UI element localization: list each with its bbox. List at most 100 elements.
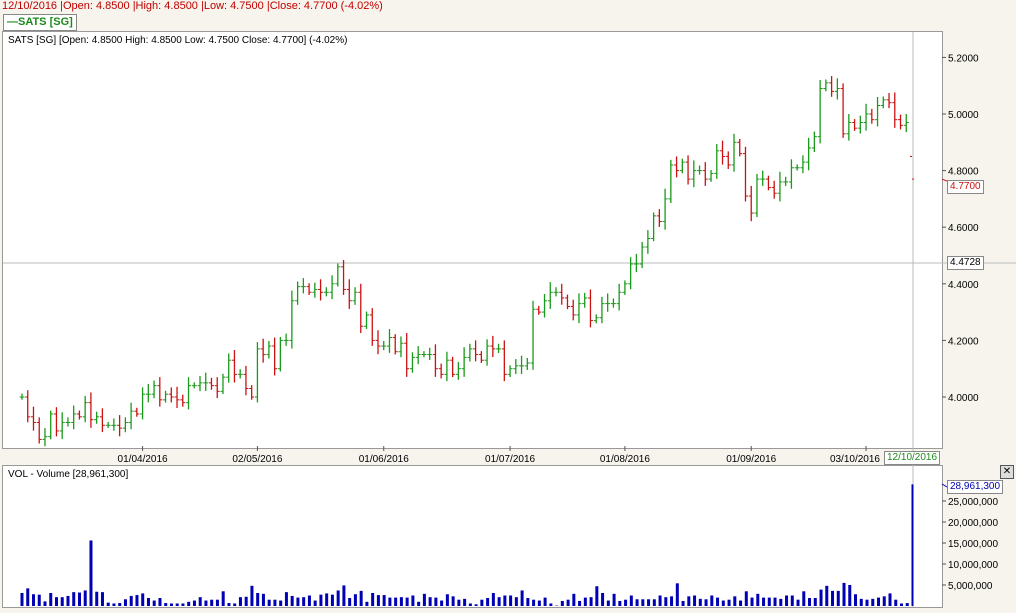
price-bar: [151, 380, 157, 399]
price-bar: [788, 159, 794, 189]
volume-bar: [129, 595, 133, 606]
price-bar: [341, 260, 347, 295]
price-bar: [254, 342, 260, 403]
volume-bar: [72, 592, 76, 606]
price-bar: [898, 114, 904, 130]
volume-bar: [417, 601, 421, 606]
price-bar: [450, 356, 456, 378]
price-bar: [513, 359, 519, 375]
price-bar: [76, 410, 82, 420]
volume-bar: [313, 600, 317, 606]
price-bar: [88, 392, 94, 428]
date-axis-label: 01/08/2016: [600, 454, 650, 465]
close-panel-button[interactable]: ✕: [1000, 465, 1014, 479]
volume-bar: [123, 599, 127, 606]
volume-bar: [664, 597, 668, 606]
price-bar: [840, 83, 846, 138]
volume-bar: [808, 598, 812, 606]
price-bar: [823, 79, 829, 92]
price-bar: [36, 417, 42, 444]
volume-bar: [831, 590, 835, 606]
volume-bar: [152, 600, 156, 606]
volume-bar: [394, 597, 398, 606]
price-bar: [846, 114, 852, 141]
price-bar: [404, 333, 410, 377]
price-bar: [691, 160, 697, 188]
volume-bar: [572, 593, 576, 606]
price-bar: [903, 114, 909, 133]
price-bar: [65, 417, 71, 427]
price-bar: [260, 338, 266, 363]
volume-bar: [135, 595, 139, 606]
price-bar: [444, 351, 450, 382]
volume-bar: [31, 594, 35, 606]
price-chart-panel[interactable]: SATS [SG] [Open: 4.8500 High: 4.8500 Low…: [2, 31, 943, 449]
price-bar: [398, 336, 404, 358]
price-bar: [863, 103, 869, 131]
volume-axis-label: 10,000,000: [948, 560, 998, 571]
price-bar: [628, 257, 634, 290]
price-bar: [875, 97, 881, 127]
price-bar: [289, 290, 295, 349]
price-bar: [237, 369, 243, 379]
price-bar: [134, 407, 140, 417]
volume-bar: [187, 601, 191, 606]
price-bar: [346, 279, 352, 309]
price-bar: [834, 78, 840, 100]
price-bar: [243, 365, 249, 396]
volume-bar: [744, 591, 748, 606]
date-axis-label: 03/10/2016: [830, 454, 880, 465]
price-bar: [742, 146, 748, 202]
volume-bar: [49, 592, 53, 606]
series-legend[interactable]: —SATS [SG]: [3, 14, 77, 31]
price-bar: [806, 137, 812, 171]
price-axis-label: 4.6000: [948, 223, 979, 234]
price-bar: [754, 173, 760, 218]
price-bar: [323, 287, 329, 297]
price-bar: [421, 351, 427, 358]
volume-bar: [463, 598, 467, 606]
price-bar: [145, 383, 151, 403]
volume-chart-panel[interactable]: VOL - Volume [28,961,300]: [2, 465, 943, 608]
volume-bar: [376, 595, 380, 606]
volume-bar: [652, 599, 656, 606]
price-bar: [111, 418, 117, 431]
volume-bar: [848, 585, 852, 606]
volume-bar: [457, 599, 461, 606]
price-bar: [174, 386, 180, 408]
price-bar: [392, 334, 398, 355]
price-bar: [208, 377, 214, 390]
price-bar: [760, 170, 766, 186]
volume-bar: [710, 595, 714, 606]
volume-bar: [566, 599, 570, 606]
volume-bar: [578, 600, 582, 606]
volume-bar: [445, 594, 449, 606]
price-bar: [59, 412, 65, 440]
date-axis-label: 01/09/2016: [726, 454, 776, 465]
price-bar: [685, 155, 691, 185]
price-bar: [53, 407, 59, 437]
volume-bar: [411, 595, 415, 606]
crosshair-date-label: 12/10/2016: [884, 451, 941, 465]
volume-bar: [595, 586, 599, 606]
price-bar: [576, 293, 582, 324]
price-bar: [702, 162, 708, 186]
price-bar: [501, 340, 507, 382]
price-bar: [312, 282, 318, 298]
price-bar: [599, 296, 605, 324]
price-bar: [765, 175, 771, 191]
price-bar: [507, 365, 513, 378]
volume-bar: [601, 592, 605, 606]
volume-bar: [520, 590, 524, 606]
price-bar: [168, 387, 174, 403]
volume-bar: [221, 591, 225, 606]
volume-bar: [693, 595, 697, 606]
volume-bar: [624, 599, 628, 606]
price-bar: [186, 377, 192, 410]
price-panel-title: SATS [SG] [Open: 4.8500 High: 4.8500 Low…: [8, 35, 348, 46]
volume-bar: [112, 603, 116, 606]
price-bar: [220, 373, 226, 395]
volume-bar: [606, 600, 610, 606]
price-bar: [306, 283, 312, 296]
date-axis-label: 02/05/2016: [232, 454, 282, 465]
